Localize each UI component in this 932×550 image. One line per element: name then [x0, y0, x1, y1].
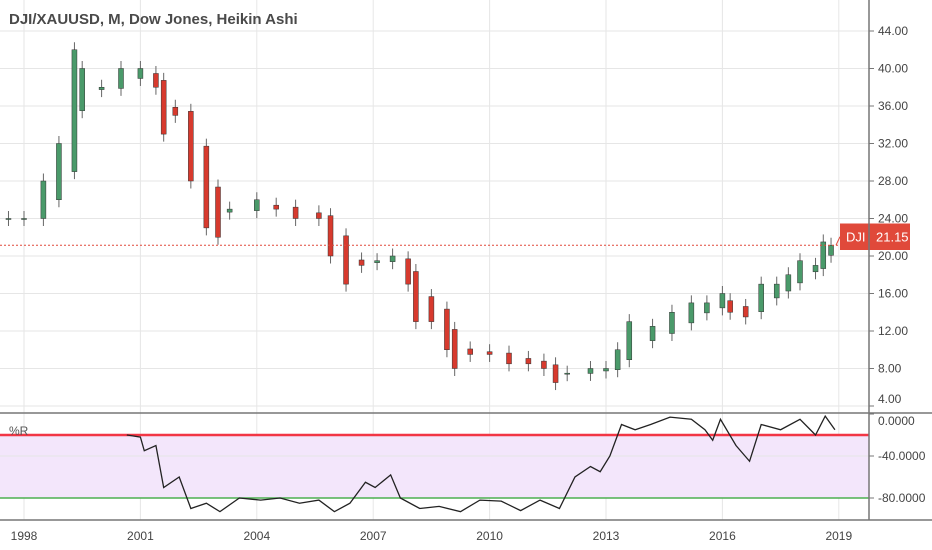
- candle-body: [188, 111, 194, 182]
- candle-body: [343, 235, 349, 285]
- last-price-symbol: DJI: [846, 229, 866, 244]
- candle-body: [71, 49, 78, 172]
- candle-body: [413, 271, 419, 322]
- candle-body: [21, 218, 27, 220]
- candle-body: [254, 199, 260, 211]
- candle-body: [719, 293, 726, 309]
- candle-body: [727, 300, 733, 313]
- candle-body: [374, 260, 380, 263]
- candle-body: [172, 106, 179, 116]
- r-tick-label: 0.0000: [878, 414, 915, 428]
- last-price-connector: [835, 236, 841, 246]
- candle-body: [56, 143, 62, 200]
- y-tick-label: 44.00: [878, 24, 908, 38]
- candle-body: [506, 352, 512, 365]
- williams-r-band: [0, 435, 869, 498]
- y-tick-label: 8.00: [878, 362, 902, 376]
- candle-body: [203, 145, 210, 229]
- candle-body: [552, 364, 559, 383]
- y-tick-label: 20.00: [878, 249, 908, 263]
- y-tick-label: 12.00: [878, 324, 908, 338]
- candle-body: [79, 68, 85, 111]
- x-tick-label: 2001: [127, 529, 154, 543]
- candle-body: [389, 255, 396, 262]
- candle-body: [153, 73, 159, 88]
- williams-r-line: [126, 414, 836, 513]
- y-tick-label: 28.00: [878, 174, 908, 188]
- candle-body: [451, 329, 458, 369]
- candle-body: [626, 321, 633, 360]
- candle-body: [405, 258, 411, 285]
- candle-body: [564, 372, 570, 375]
- y-tick-label: 16.00: [878, 287, 908, 301]
- last-price-value: 21.15: [876, 229, 909, 244]
- candle-body: [742, 306, 749, 318]
- candle-body: [292, 206, 299, 219]
- candle-body: [587, 368, 594, 374]
- candle-body: [444, 308, 450, 350]
- x-tick-label: 1998: [11, 529, 38, 543]
- williams-r-label: %R: [9, 424, 29, 438]
- candle-body: [603, 368, 609, 372]
- candle-body: [316, 212, 322, 219]
- candle-body: [226, 208, 233, 213]
- candle-body: [614, 349, 621, 370]
- candle-body: [98, 87, 105, 90]
- r-tick-label: -80.0000: [878, 491, 926, 505]
- candle-body: [215, 186, 221, 238]
- candle-body: [428, 296, 435, 322]
- x-tick-label: 2004: [243, 529, 270, 543]
- candle-body: [797, 260, 803, 284]
- candle-body: [486, 351, 493, 355]
- candle-body: [118, 68, 124, 89]
- candle-body: [40, 180, 47, 219]
- candle-body: [541, 360, 547, 369]
- candle-body: [649, 326, 656, 341]
- candle-body: [828, 244, 834, 256]
- candle-body: [669, 312, 675, 334]
- y-tick-label: 4.00: [878, 392, 902, 406]
- y-tick-label: 40.00: [878, 62, 908, 76]
- last-price-badge: [840, 223, 910, 250]
- candle-body: [785, 274, 792, 292]
- candle-body: [812, 265, 819, 273]
- y-tick-label: 24.00: [878, 212, 908, 226]
- y-tick-label: 36.00: [878, 99, 908, 113]
- candle-body: [773, 283, 780, 299]
- x-tick-label: 2007: [360, 529, 387, 543]
- x-tick-label: 2016: [709, 529, 736, 543]
- candle-body: [525, 358, 532, 365]
- candle-body: [820, 241, 827, 269]
- candle-body: [160, 80, 167, 135]
- x-tick-label: 2019: [825, 529, 852, 543]
- candle-body: [704, 302, 710, 314]
- y-tick-label: 32.00: [878, 137, 908, 151]
- candle-body: [273, 204, 279, 210]
- candle-body: [137, 68, 144, 79]
- candle-body: [327, 215, 334, 257]
- chart-title: DJI/XAUUSD, M, Dow Jones, Heikin Ashi: [9, 11, 298, 28]
- x-tick-label: 2013: [593, 529, 620, 543]
- candle-body: [5, 218, 12, 220]
- r-tick-label: -40.0000: [878, 449, 926, 463]
- x-tick-label: 2010: [476, 529, 503, 543]
- candle-body: [358, 259, 365, 266]
- candle-body: [758, 283, 764, 312]
- candle-body: [688, 302, 695, 324]
- candle-body: [467, 348, 473, 355]
